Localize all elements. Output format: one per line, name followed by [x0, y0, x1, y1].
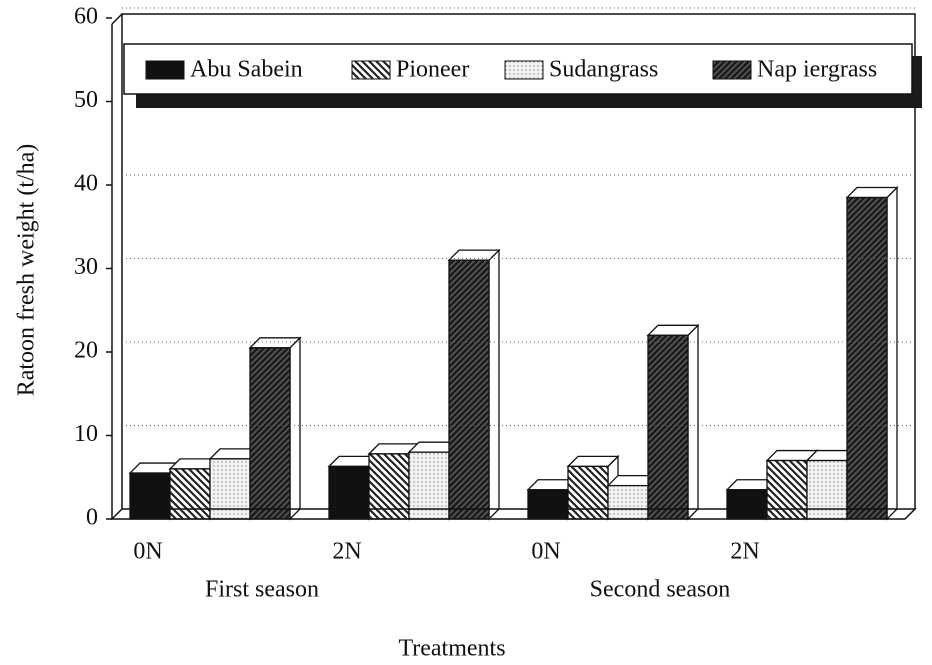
back-wall: [121, 13, 916, 509]
bar: [129, 472, 171, 520]
y-tick-label: 20: [74, 338, 98, 364]
legend-swatch: [351, 60, 391, 80]
bar-side: [488, 248, 500, 521]
y-tick-label: 50: [74, 87, 98, 113]
y-tick-label: 40: [74, 171, 98, 197]
legend: Abu Sabein Pioneer Sudangrass Nap iergrass: [123, 43, 922, 108]
y-tick-label: 30: [74, 254, 98, 280]
y-axis-title: Ratoon fresh weight (t/ha): [14, 144, 40, 397]
y-tick-label: 60: [74, 4, 98, 30]
legend-label: Nap iergrass: [757, 57, 877, 83]
bar: [249, 347, 291, 520]
legend-label: Pioneer: [396, 57, 469, 83]
bar: [567, 465, 609, 520]
bar: [448, 259, 490, 520]
plot: [128, 185, 899, 521]
bar: [328, 465, 370, 520]
x-tick-label: 0N: [531, 539, 560, 565]
bar: [766, 459, 808, 520]
bar: [726, 489, 768, 520]
x-tick-label: 2N: [332, 539, 361, 565]
y-axis-depth: [111, 13, 123, 25]
legend-label: Abu Sabein: [190, 57, 303, 83]
legend-swatch: [504, 60, 544, 80]
bar: [806, 459, 848, 520]
bar-side: [289, 336, 301, 521]
bar-side: [886, 185, 898, 521]
bar: [846, 196, 888, 520]
group-label: Second season: [590, 577, 731, 603]
bar: [169, 468, 211, 520]
bar: [408, 451, 450, 520]
group-label: First season: [205, 577, 319, 603]
legend-label: Sudangrass: [549, 57, 658, 83]
bar-side: [687, 323, 699, 521]
bar: [209, 458, 251, 520]
y-tick-label: 0: [86, 505, 98, 531]
x-tick-label: 2N: [730, 539, 759, 565]
bar: [647, 334, 689, 520]
y-tick-label: 10: [74, 421, 98, 447]
legend-swatch: [712, 60, 752, 80]
legend-swatch: [145, 60, 185, 80]
bar: [607, 484, 649, 520]
x-tick-label: 0N: [133, 539, 162, 565]
bar: [527, 489, 569, 520]
floor: [110, 508, 917, 520]
x-axis-title: Treatments: [398, 636, 505, 662]
